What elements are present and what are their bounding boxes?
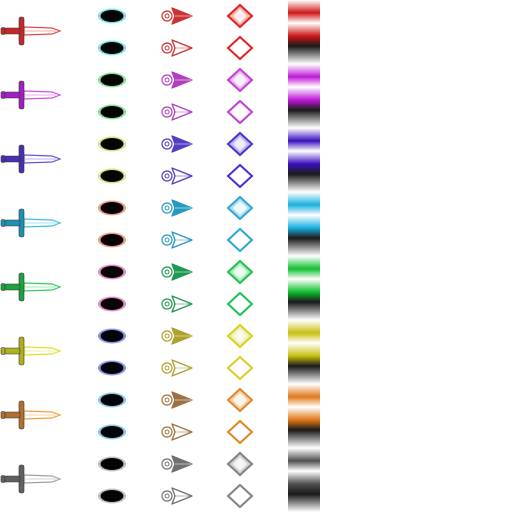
sword-yellow-icon — [0, 336, 62, 366]
gem-green-1-icon — [226, 259, 254, 285]
arrow-magenta-1-icon — [161, 71, 193, 89]
arrow-violet-1-icon — [161, 135, 193, 153]
arrow-yellow-1-icon — [161, 327, 193, 345]
gem-magenta-1-icon — [226, 67, 254, 93]
orb-yellow-2-icon — [98, 360, 126, 376]
arrow-orange-1-icon — [161, 391, 193, 409]
gem-violet-2-icon — [226, 163, 254, 189]
sword-cyan-icon — [0, 208, 62, 238]
orb-cyan-2-icon — [98, 232, 126, 248]
gem-yellow-2-icon — [226, 355, 254, 381]
gem-green-2-icon — [226, 291, 254, 317]
orb-red-2-icon — [98, 40, 126, 56]
gem-gray-1-icon — [226, 451, 254, 477]
gem-orange-2-icon — [226, 419, 254, 445]
gem-cyan-2-icon — [226, 227, 254, 253]
orb-cyan-1-icon — [98, 200, 126, 216]
color-gradient-strip — [288, 0, 320, 512]
gem-yellow-1-icon — [226, 323, 254, 349]
arrow-green-1-icon — [161, 263, 193, 281]
orb-magenta-2-icon — [98, 104, 126, 120]
orb-violet-2-icon — [98, 168, 126, 184]
orb-green-1-icon — [98, 264, 126, 280]
orb-gray-1-icon — [98, 456, 126, 472]
gem-cyan-1-icon — [226, 195, 254, 221]
sword-gray-icon — [0, 464, 62, 494]
gem-gray-2-icon — [226, 483, 254, 509]
orb-violet-1-icon — [98, 136, 126, 152]
gem-violet-1-icon — [226, 131, 254, 157]
orb-orange-2-icon — [98, 424, 126, 440]
arrow-green-2-icon — [161, 295, 193, 313]
sword-red-icon — [0, 16, 62, 46]
arrow-cyan-1-icon — [161, 199, 193, 217]
sword-green-icon — [0, 272, 62, 302]
gem-red-2-icon — [226, 35, 254, 61]
arrow-yellow-2-icon — [161, 359, 193, 377]
gem-magenta-2-icon — [226, 99, 254, 125]
arrow-gray-2-icon — [161, 487, 193, 505]
orb-orange-1-icon — [98, 392, 126, 408]
arrow-orange-2-icon — [161, 423, 193, 441]
orb-yellow-1-icon — [98, 328, 126, 344]
arrow-cyan-2-icon — [161, 231, 193, 249]
arrow-violet-2-icon — [161, 167, 193, 185]
arrow-red-1-icon — [161, 7, 193, 25]
orb-gray-2-icon — [98, 488, 126, 504]
gem-red-1-icon — [226, 3, 254, 29]
orb-green-2-icon — [98, 296, 126, 312]
arrow-magenta-2-icon — [161, 103, 193, 121]
sword-orange-icon — [0, 400, 62, 430]
gem-orange-1-icon — [226, 387, 254, 413]
sword-magenta-icon — [0, 80, 62, 110]
arrow-red-2-icon — [161, 39, 193, 57]
orb-magenta-1-icon — [98, 72, 126, 88]
sword-violet-icon — [0, 144, 62, 174]
arrow-gray-1-icon — [161, 455, 193, 473]
orb-red-1-icon — [98, 8, 126, 24]
